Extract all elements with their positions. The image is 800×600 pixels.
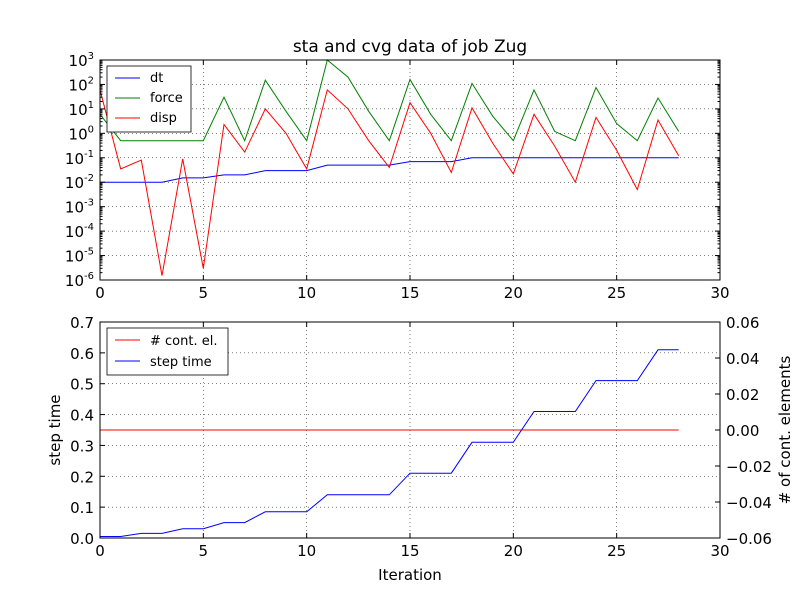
bottom-x-tick-label: 0 — [95, 542, 105, 560]
bottom-y-tick-label: 0.3 — [70, 437, 94, 455]
bottom-y-tick-label: 0.2 — [70, 468, 94, 486]
top-y-tick-label: 10-5 — [65, 247, 94, 266]
top-series-line-disp — [99, 88, 680, 276]
bottom-y2-tick-label: −0.04 — [726, 494, 772, 512]
top-y-tick-label: 103 — [69, 51, 94, 70]
bottom-y-tick-label: 0.1 — [70, 499, 94, 517]
bottom-y-axis-label: step time — [46, 394, 64, 465]
top-x-tick-label: 0 — [95, 284, 105, 302]
top-x-tick-label: 30 — [710, 284, 729, 302]
bottom-legend-box — [106, 327, 229, 376]
top-series — [99, 59, 680, 276]
bottom-y-tick-label: 0.7 — [70, 314, 94, 332]
top-y-tick-label: 102 — [69, 75, 94, 94]
top-y-tick-label: 10-4 — [65, 222, 94, 241]
bottom-y-tick-label: 0.6 — [70, 345, 94, 363]
bottom-y2-tick-label: −0.06 — [726, 530, 772, 548]
bottom-legend: # cont. el. step time — [106, 327, 229, 376]
top-series-line-force — [99, 59, 680, 143]
bottom-x-axis-label: Iteration — [378, 566, 442, 584]
bottom-legend-label: # cont. el. — [150, 334, 217, 349]
top-y-tick-label: 100 — [69, 124, 94, 143]
top-legend: dt force disp — [106, 65, 192, 133]
bottom-x-tick-label: 10 — [297, 542, 316, 560]
bottom-y-tick-label: 0.4 — [70, 407, 94, 425]
bottom-y2-tick-label: 0.00 — [726, 422, 759, 440]
bottom-y-tick-label: 0.0 — [70, 530, 94, 548]
top-x-tick-label: 5 — [199, 284, 209, 302]
top-legend-label: dt — [150, 71, 163, 86]
bottom-x-tick-label: 20 — [504, 542, 523, 560]
bottom-x-tick-label: 15 — [400, 542, 419, 560]
bottom-x-tick-label: 5 — [199, 542, 209, 560]
bottom-legend-label: step time — [150, 355, 212, 370]
top-chart: 0 5 10 15 20 25 30 10-6 10-5 10-4 10-3 10-2 10-1 100 1… — [65, 37, 730, 302]
bottom-ticks: 0 5 10 15 20 25 30 0.0 0.1 0.2 0.3 0.4 0.5 0.6 0.7 −0.0… — [70, 314, 772, 560]
bottom-x-tick-label: 30 — [710, 542, 729, 560]
top-series-line-dt — [100, 157, 679, 183]
bottom-series-line-step-time — [100, 349, 679, 537]
bottom-y-tick-label: 0.5 — [70, 376, 94, 394]
top-y-tick-label: 10-2 — [65, 173, 94, 192]
top-x-tick-label: 25 — [607, 284, 626, 302]
top-legend-label: force — [150, 91, 183, 106]
bottom-x-tick-label: 25 — [607, 542, 626, 560]
top-legend-label: disp — [150, 111, 177, 126]
top-chart-title: sta and cvg data of job Zug — [293, 37, 527, 57]
bottom-y2-axis-label: # of cont. elements — [776, 356, 794, 505]
top-y-tick-label: 10-3 — [65, 198, 94, 217]
bottom-y2-tick-label: 0.02 — [726, 386, 759, 404]
bottom-y2-tick-label: 0.06 — [726, 314, 759, 332]
top-legend-box — [106, 65, 192, 133]
top-ticks: 0 5 10 15 20 25 30 10-6 10-5 10-4 10-3 10-2 10-1 100 1… — [65, 51, 730, 302]
bottom-chart: 0 5 10 15 20 25 30 0.0 0.1 0.2 0.3 0.4 0.5 0.6 0.7 −0.0… — [46, 314, 794, 584]
top-y-tick-label: 10-6 — [65, 271, 94, 290]
top-y-tick-label: 101 — [69, 100, 94, 119]
top-x-tick-label: 20 — [504, 284, 523, 302]
top-x-tick-label: 15 — [400, 284, 419, 302]
top-x-tick-label: 10 — [297, 284, 316, 302]
bottom-y2-tick-label: 0.04 — [726, 350, 759, 368]
bottom-series — [100, 349, 679, 537]
top-y-tick-label: 10-1 — [65, 149, 94, 168]
bottom-y2-tick-label: −0.02 — [726, 458, 772, 476]
